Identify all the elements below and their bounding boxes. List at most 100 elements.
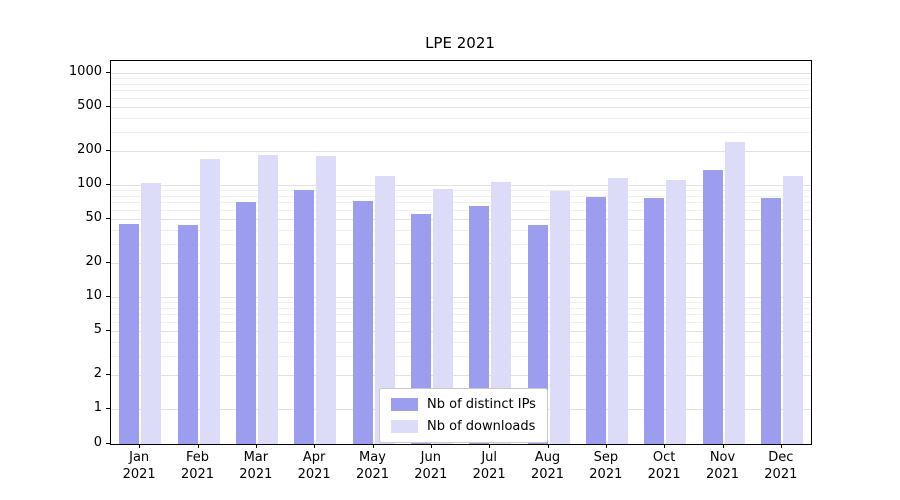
- legend-swatch-downloads: [391, 420, 418, 433]
- gridline-major: [111, 151, 811, 153]
- chart-title: LPE 2021: [425, 34, 495, 52]
- x-tick-label: Nov 2021: [705, 450, 740, 482]
- x-tick-mark: [372, 444, 374, 448]
- legend-entry-downloads: Nb of downloads: [391, 419, 536, 434]
- y-tick-mark: [106, 262, 110, 264]
- x-tick-mark: [139, 444, 141, 448]
- gridline-major: [111, 218, 811, 220]
- bar-downloads: [432, 188, 453, 444]
- bar-downloads: [782, 176, 803, 444]
- y-tick-mark: [106, 184, 110, 185]
- gridline-minor: [111, 190, 811, 192]
- gridline-minor: [111, 90, 811, 92]
- x-tick-mark: [780, 444, 782, 448]
- x-tick-label: Jul 2021: [472, 450, 506, 482]
- x-tick-mark: [605, 444, 607, 448]
- bar-distinct-ips: [469, 205, 490, 444]
- y-tick-label: 5: [93, 321, 102, 337]
- bar-distinct-ips: [410, 214, 431, 444]
- plot-area: Nb of distinct IPs Nb of downloads: [110, 60, 812, 445]
- bar-downloads: [491, 181, 512, 444]
- gridline-major: [111, 73, 811, 74]
- gridline-major: [111, 330, 811, 332]
- gridline-major: [111, 185, 811, 186]
- x-tick-mark: [547, 444, 549, 448]
- gridline-minor: [111, 83, 811, 85]
- y-tick-mark: [106, 72, 110, 73]
- gridline-minor: [111, 229, 811, 231]
- y-tick-label: 500: [77, 97, 102, 113]
- gridline-minor: [111, 307, 811, 309]
- x-tick-mark: [722, 444, 724, 448]
- bar-downloads: [549, 191, 570, 444]
- gridline-minor: [111, 341, 811, 343]
- y-tick-label: 0: [93, 435, 102, 450]
- y-tick-label: 10: [85, 288, 102, 303]
- legend-label-distinct-ips: Nb of distinct IPs: [427, 397, 536, 412]
- legend: Nb of distinct IPs Nb of downloads: [379, 388, 548, 443]
- gridline-minor: [111, 195, 811, 197]
- gridline-major: [111, 297, 811, 298]
- y-tick-label: 1: [93, 400, 102, 415]
- y-tick-mark: [106, 105, 110, 107]
- gridline-minor: [111, 243, 811, 245]
- gridline-minor: [111, 97, 811, 99]
- bar-distinct-ips: [235, 202, 256, 444]
- gridline-minor: [111, 202, 811, 204]
- bar-downloads: [724, 142, 745, 444]
- x-tick-label: Feb 2021: [180, 450, 215, 482]
- bar-distinct-ips: [585, 197, 606, 444]
- y-tick-label: 50: [85, 209, 102, 225]
- gridline-minor: [111, 131, 811, 133]
- bar-downloads: [316, 156, 337, 444]
- y-tick-mark: [106, 374, 110, 376]
- y-tick-label: 100: [77, 176, 102, 191]
- x-tick-mark: [430, 444, 432, 448]
- gridline-minor: [111, 78, 811, 80]
- x-tick-label: Apr 2021: [297, 450, 331, 482]
- x-tick-label: Sep 2021: [589, 450, 623, 482]
- bar-distinct-ips: [760, 198, 781, 444]
- x-tick-label: Mar 2021: [239, 450, 273, 482]
- legend-label-downloads: Nb of downloads: [427, 419, 536, 434]
- bar-downloads: [141, 182, 162, 444]
- gridline-minor: [111, 314, 811, 316]
- gridline-major: [111, 263, 811, 265]
- bar-downloads: [257, 155, 278, 444]
- x-tick-mark: [314, 444, 316, 448]
- y-tick-mark: [106, 296, 110, 297]
- gridline-major: [111, 106, 811, 108]
- x-tick-label: Aug 2021: [530, 450, 565, 482]
- x-tick-mark: [489, 444, 491, 448]
- x-tick-mark: [255, 444, 257, 448]
- gridline-minor: [111, 355, 811, 357]
- gridline-minor: [111, 209, 811, 211]
- y-tick-mark: [106, 329, 110, 331]
- y-tick-mark: [106, 443, 110, 444]
- gridline-minor: [111, 302, 811, 304]
- y-tick-label: 200: [77, 142, 102, 158]
- legend-swatch-distinct-ips: [391, 398, 418, 411]
- bar-distinct-ips: [177, 224, 198, 444]
- gridline-minor: [111, 321, 811, 323]
- x-tick-label: Oct 2021: [647, 450, 681, 482]
- x-tick-label: Dec 2021: [764, 450, 798, 482]
- bar-distinct-ips: [702, 170, 723, 444]
- bar-distinct-ips: [644, 198, 665, 444]
- bar-downloads: [374, 176, 395, 444]
- bar-distinct-ips: [294, 190, 315, 444]
- x-tick-mark: [197, 444, 199, 448]
- x-tick-label: Jan 2021: [122, 450, 156, 482]
- bar-distinct-ips: [119, 223, 140, 444]
- bar-distinct-ips: [352, 200, 373, 444]
- y-tick-label: 20: [85, 254, 102, 270]
- gridline-major: [111, 375, 811, 377]
- x-tick-label: May 2021: [355, 450, 390, 482]
- x-tick-mark: [664, 444, 666, 448]
- y-tick-mark: [106, 150, 110, 152]
- x-tick-label: Jun 2021: [414, 450, 448, 482]
- y-tick-mark: [106, 408, 110, 409]
- y-tick-label: 1000: [68, 64, 102, 79]
- bar-downloads: [199, 159, 220, 444]
